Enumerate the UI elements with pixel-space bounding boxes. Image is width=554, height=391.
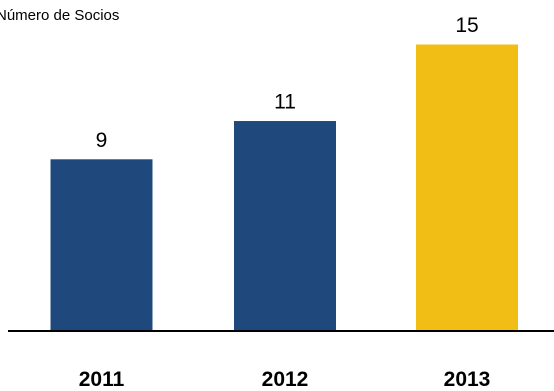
- x-tick-label-2011: 2011: [79, 368, 125, 391]
- x-tick-labels-group: 2011 2012 2013: [79, 368, 491, 391]
- chart-title: Número de Socios: [0, 7, 119, 24]
- value-label-2013: 15: [455, 14, 478, 37]
- x-tick-label-2012: 2012: [262, 368, 309, 391]
- bars-group: [49, 43, 519, 332]
- bar-2012: [233, 120, 337, 332]
- bar-2011: [49, 158, 154, 332]
- value-labels-group: 9 11 15: [96, 14, 479, 152]
- value-label-2011: 9: [96, 129, 108, 152]
- x-tick-label-2013: 2013: [444, 368, 491, 391]
- bar-2013: [415, 43, 519, 332]
- value-label-2012: 11: [274, 91, 296, 114]
